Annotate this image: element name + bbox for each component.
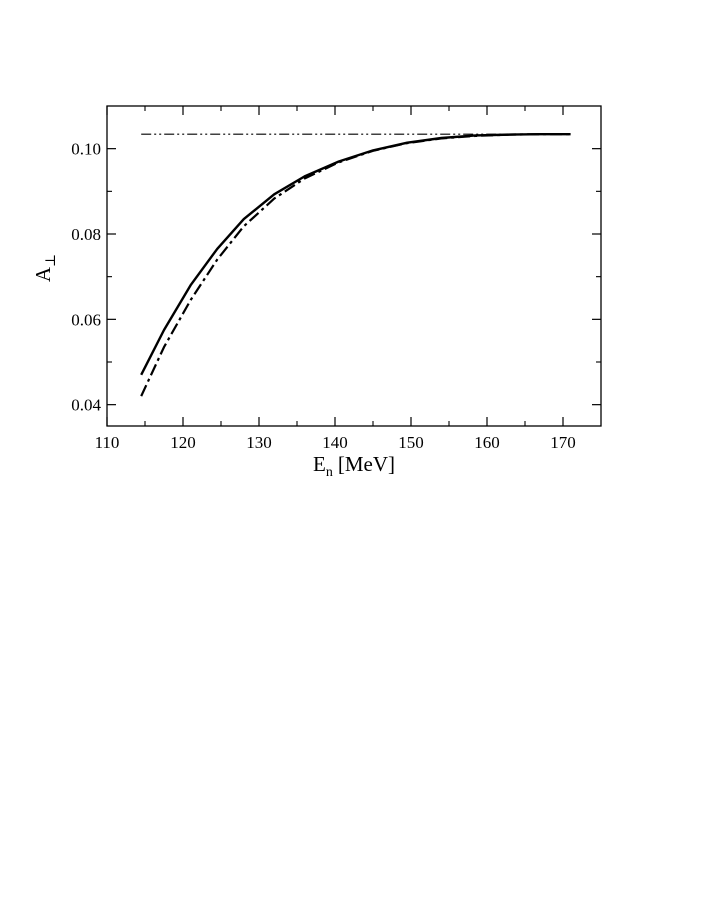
series-line-dash-dot: [140, 133, 571, 397]
x-tick-label: 140: [322, 433, 348, 452]
x-tick-label: 150: [398, 433, 424, 452]
axis-ticks: [106, 106, 601, 426]
y-axis-label-main: A: [31, 266, 55, 282]
x-tick-label: 120: [170, 433, 196, 452]
tick-labels: 110 120 130 140 150 160 170 0.04 0.06 0.08 0.10: [71, 140, 576, 452]
x-tick-label: 170: [550, 433, 576, 452]
x-tick-label: 130: [246, 433, 272, 452]
y-axis-label: A⊥: [31, 254, 59, 282]
y-tick-label: 0.06: [71, 310, 101, 329]
x-tick-label: 110: [95, 433, 120, 452]
y-tick-label: 0.10: [71, 140, 101, 159]
plot-frame: [106, 105, 602, 427]
y-axis-label-sub: ⊥: [44, 254, 59, 267]
y-tick-label: 0.08: [71, 225, 101, 244]
series-line-solid: [140, 132, 571, 376]
x-tick-label: 160: [474, 433, 500, 452]
y-tick-label: 0.04: [71, 396, 101, 415]
x-axis-label-main: E: [313, 452, 326, 476]
x-axis-label-unit: [MeV]: [338, 452, 395, 476]
x-axis-label: En [MeV]: [313, 452, 395, 480]
x-axis-label-sub: n: [326, 465, 333, 480]
series-group: [140, 132, 571, 397]
